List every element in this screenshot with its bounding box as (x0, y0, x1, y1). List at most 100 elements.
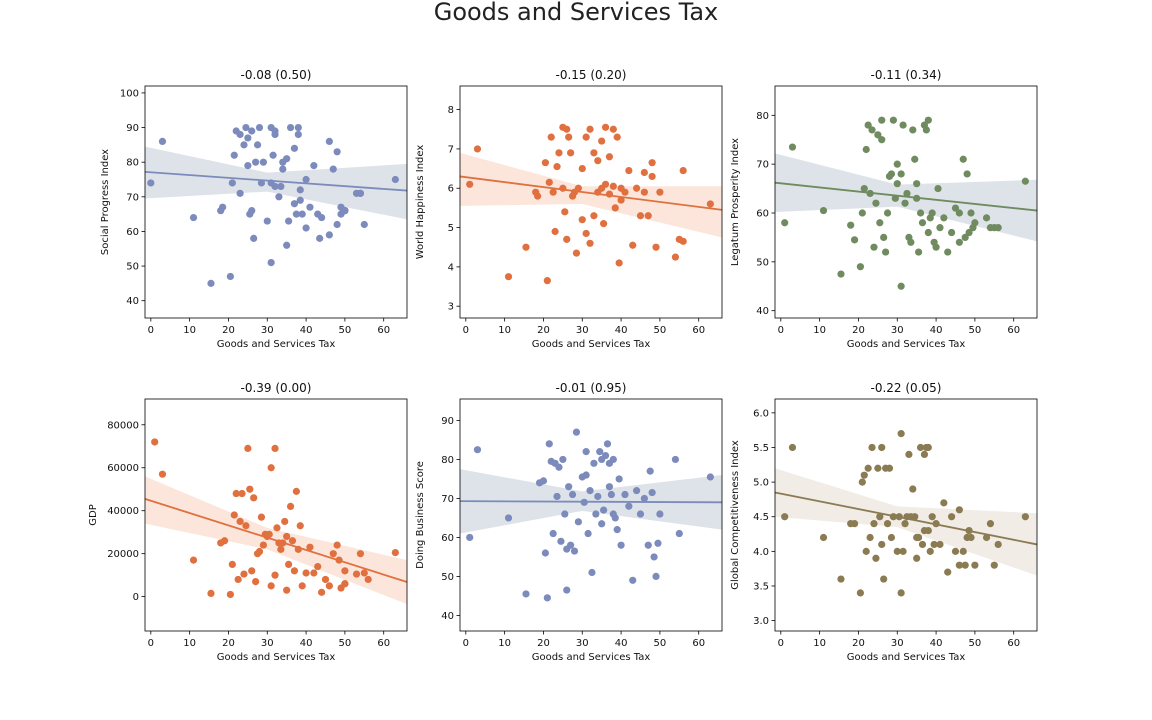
y-tick-label: 80000 (107, 420, 139, 431)
x-axis-label: Goods and Services Tax (217, 339, 336, 350)
data-point (302, 569, 310, 577)
data-point (613, 133, 621, 141)
data-point (601, 180, 610, 188)
data-point (868, 126, 876, 134)
x-tick-label: 0 (463, 325, 469, 336)
data-point (675, 529, 683, 538)
data-point (617, 196, 625, 204)
data-point (648, 172, 656, 181)
data-point (901, 520, 909, 528)
data-point (897, 170, 905, 178)
data-point (963, 170, 971, 178)
data-point (246, 485, 254, 493)
data-point (541, 159, 549, 167)
regression-line (459, 175, 723, 211)
axes-frame (144, 85, 408, 319)
x-tick-label: 40 (615, 325, 628, 336)
x-tick-label: 10 (183, 325, 196, 336)
data-point (283, 532, 291, 541)
data-point (151, 438, 159, 446)
data-point (466, 180, 474, 188)
data-point (271, 571, 279, 579)
x-tick-label: 10 (498, 325, 511, 336)
data-point (285, 217, 293, 225)
y-tick-label: 8 (448, 105, 454, 116)
data-point (290, 200, 299, 208)
data-point (918, 540, 927, 549)
x-tick-label: 50 (339, 325, 352, 336)
data-point (600, 506, 608, 514)
x-tick-label: 10 (498, 638, 511, 649)
data-point (255, 547, 264, 556)
data-point (244, 162, 252, 170)
x-tick-label: 20 (222, 325, 235, 336)
data-point (539, 477, 548, 485)
data-point (944, 568, 952, 576)
data-point (1021, 177, 1029, 185)
data-point (310, 569, 318, 577)
data-point (994, 540, 1002, 549)
data-point (594, 492, 602, 501)
data-point (553, 163, 561, 171)
data-point (257, 513, 266, 521)
data-point (543, 594, 551, 602)
data-point (893, 547, 901, 555)
x-axis-label: Goods and Services Tax (847, 339, 966, 350)
data-point (543, 277, 551, 285)
data-point (207, 279, 215, 287)
regression-line (144, 498, 408, 583)
data-point (551, 227, 559, 236)
data-point (1021, 513, 1029, 521)
data-point (909, 126, 917, 134)
subplot-title: -0.08 (0.50) (241, 68, 312, 82)
data-point (325, 231, 333, 239)
data-point (230, 151, 238, 159)
data-point (858, 209, 866, 217)
data-point (893, 160, 901, 168)
data-point (889, 116, 897, 124)
data-point (329, 165, 337, 173)
data-point (819, 206, 828, 215)
x-tick-label: 60 (692, 325, 705, 336)
data-point (611, 204, 619, 212)
y-tick-label: 40 (756, 306, 769, 317)
data-point (656, 510, 664, 518)
data-point (915, 248, 923, 256)
y-tick-label: 100 (120, 88, 139, 99)
x-tick-label: 20 (852, 638, 865, 649)
y-tick-label: 60 (126, 227, 139, 238)
data-point (240, 570, 248, 578)
y-tick-label: 7 (448, 144, 454, 155)
data-point (545, 440, 553, 448)
data-point (236, 189, 244, 197)
data-point (220, 537, 229, 545)
data-point (944, 248, 952, 256)
x-tick-label: 50 (654, 325, 667, 336)
data-point (615, 259, 623, 267)
data-point (959, 547, 967, 555)
data-point (267, 464, 275, 472)
data-point (600, 220, 608, 228)
data-point (633, 184, 641, 192)
data-point (147, 179, 155, 187)
data-point (930, 540, 938, 549)
data-point (644, 212, 652, 220)
data-point (504, 273, 513, 281)
y-tick-label: 90 (441, 416, 454, 427)
data-point (788, 443, 797, 452)
data-point (850, 520, 859, 528)
data-point (876, 219, 884, 227)
data-point (325, 137, 333, 146)
data-point (549, 188, 557, 196)
data-point (671, 455, 680, 464)
data-point (563, 586, 571, 594)
data-point (603, 440, 612, 448)
data-point (325, 582, 333, 590)
data-point (971, 219, 979, 227)
subplot-4: 0 10 20 30 40 50 60 0 20000 40000 60000 80000 -0.39 … (88, 381, 408, 663)
data-point (302, 175, 310, 184)
data-point (640, 188, 648, 196)
data-point (611, 514, 619, 522)
data-point (321, 575, 330, 584)
